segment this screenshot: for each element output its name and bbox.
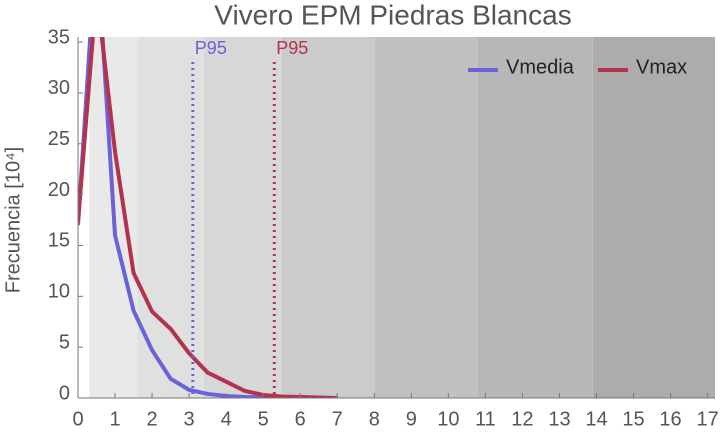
- x-tick-label: 11: [475, 408, 496, 430]
- y-tick-label: 10: [48, 281, 70, 303]
- wind-band: [477, 37, 593, 398]
- y-tick-label: 30: [48, 77, 70, 99]
- bands: [78, 37, 715, 398]
- x-tick-label: 16: [659, 408, 681, 430]
- y-tick-label: 15: [48, 230, 70, 252]
- x-tick-label: 4: [221, 408, 232, 430]
- y-axis-label: Frecuencia [10⁴]: [2, 147, 24, 293]
- x-tick-label: 6: [295, 408, 306, 430]
- x-tick-label: 17: [696, 408, 718, 430]
- legend-label: Vmax: [636, 56, 687, 78]
- y-tick-label: 20: [48, 179, 70, 201]
- x-tick-label: 13: [548, 408, 570, 430]
- x-tick-label: 14: [585, 408, 607, 430]
- x-tick-label: 15: [622, 408, 644, 430]
- y-tick-label: 5: [59, 331, 70, 353]
- x-tick-label: 3: [184, 408, 195, 430]
- x-tick-label: 7: [332, 408, 343, 430]
- x-tick-label: 10: [437, 408, 459, 430]
- y-tick-label: 0: [59, 382, 70, 404]
- x-tick-label: 0: [72, 408, 83, 430]
- y-tick-label: 35: [48, 26, 70, 48]
- wind-band: [203, 37, 282, 398]
- x-tick-label: 9: [406, 408, 417, 430]
- series-line: [78, 37, 338, 398]
- p95-label: P95: [276, 38, 308, 58]
- wind-band: [592, 37, 715, 398]
- wind-band: [281, 37, 375, 398]
- x-tick-label: 1: [109, 408, 120, 430]
- x-tick-label: 8: [369, 408, 380, 430]
- x-tick-label: 5: [258, 408, 269, 430]
- p95-label: P95: [195, 38, 227, 58]
- x-tick-label: 12: [511, 408, 533, 430]
- series-line: [78, 37, 338, 398]
- legend-label: Vmedia: [506, 56, 575, 78]
- x-tick-label: 2: [147, 408, 158, 430]
- y-tick-label: 25: [48, 128, 70, 150]
- plot-area: [78, 37, 338, 398]
- wind-band: [374, 37, 478, 398]
- chart-title: Vivero EPM Piedras Blancas: [214, 0, 571, 30]
